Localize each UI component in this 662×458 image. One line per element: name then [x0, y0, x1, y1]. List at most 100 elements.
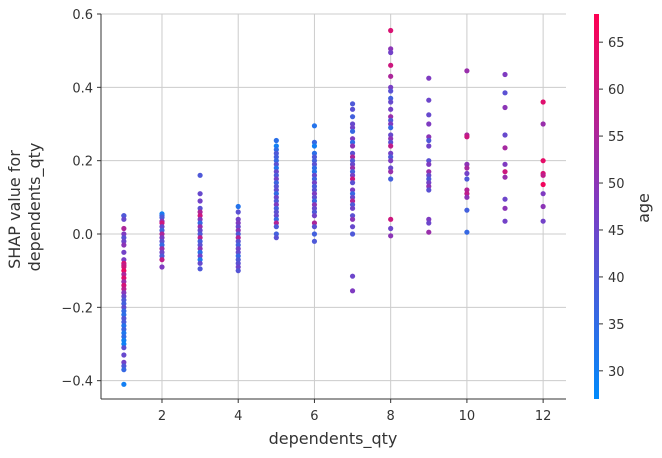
data-point: [235, 246, 241, 252]
data-point: [235, 260, 241, 266]
data-point: [502, 205, 508, 211]
data-point: [349, 161, 356, 167]
data-point: [388, 114, 394, 120]
data-point: [121, 216, 127, 222]
data-point: [464, 229, 470, 235]
data-point: [388, 95, 394, 101]
colorbar-tick-label: 40: [608, 271, 625, 286]
data-point: [426, 229, 432, 235]
data-point: [388, 132, 394, 138]
data-point: [388, 106, 394, 112]
colorbar-tick-label: 65: [608, 36, 625, 51]
data-point: [273, 220, 279, 226]
data-point: [121, 297, 127, 303]
y-tick-label: −0.2: [61, 301, 93, 316]
data-point: [388, 121, 394, 127]
data-point: [426, 187, 432, 193]
data-point: [464, 187, 470, 193]
data-point: [197, 227, 203, 233]
data-point: [121, 345, 127, 351]
x-axis-title: dependents_qty: [269, 429, 398, 449]
data-point: [121, 238, 127, 244]
data-point: [273, 169, 279, 175]
x-tick-label: 8: [387, 409, 395, 424]
data-point: [311, 194, 318, 200]
data-point: [388, 158, 394, 164]
data-point: [273, 224, 279, 230]
data-point: [197, 231, 203, 237]
data-point: [388, 62, 394, 68]
data-point: [273, 137, 279, 144]
data-point: [349, 176, 356, 182]
data-point: [426, 169, 432, 175]
data-point: [464, 170, 470, 177]
data-point: [349, 194, 356, 200]
data-point: [388, 233, 394, 239]
data-point: [349, 180, 356, 186]
data-point: [121, 337, 127, 343]
data-point: [121, 367, 127, 373]
y-tick-label: 0.4: [72, 81, 93, 96]
data-point: [426, 180, 432, 186]
data-point: [159, 224, 165, 230]
data-point: [235, 227, 241, 233]
data-point: [273, 198, 279, 204]
data-point: [426, 134, 432, 140]
data-point: [464, 134, 470, 140]
data-point: [235, 203, 241, 210]
data-point: [311, 158, 318, 164]
data-point: [159, 253, 165, 259]
data-point: [197, 172, 203, 178]
data-point: [235, 257, 241, 263]
data-point: [388, 165, 394, 171]
data-point: [349, 231, 356, 237]
data-point: [197, 260, 203, 266]
data-point: [349, 191, 356, 197]
colorbar-gradient: [594, 14, 599, 399]
data-point: [426, 216, 432, 222]
data-point: [121, 326, 127, 332]
data-point: [121, 315, 127, 321]
data-point: [121, 286, 127, 292]
data-point: [121, 279, 127, 285]
data-point: [311, 165, 318, 171]
data-point: [159, 264, 165, 270]
data-point: [388, 143, 394, 149]
colorbar-tick-label: 55: [608, 130, 625, 145]
data-point: [502, 161, 508, 167]
colorbar-tick-label: 50: [608, 177, 625, 192]
data-point: [540, 172, 546, 178]
data-point: [502, 174, 508, 180]
data-point: [502, 145, 508, 151]
y-tick-label: 0.0: [72, 228, 93, 243]
data-point: [311, 209, 318, 215]
data-point: [349, 150, 356, 156]
data-point: [540, 158, 546, 164]
data-point: [121, 249, 127, 255]
data-point: [540, 203, 546, 210]
data-point: [235, 242, 241, 248]
data-point: [349, 205, 356, 211]
data-point: [121, 363, 127, 369]
data-point: [311, 172, 318, 178]
axes: 2 4 6 8 10 12 −0.4 −0.2 0.0 0.2 0.4 0.6: [61, 8, 566, 424]
data-point: [426, 158, 432, 164]
data-point: [273, 143, 279, 149]
data-point: [121, 381, 127, 387]
data-point: [273, 147, 279, 153]
data-point: [349, 165, 356, 171]
data-point: [273, 165, 279, 171]
data-point: [311, 161, 318, 167]
data-point: [349, 213, 356, 219]
data-point: [349, 224, 356, 230]
colorbar-tick-label: 45: [608, 224, 625, 239]
data-point: [426, 121, 432, 127]
data-point: [388, 150, 394, 156]
data-point: [540, 191, 546, 197]
data-point: [464, 176, 470, 182]
data-point: [311, 154, 318, 160]
data-point: [121, 319, 127, 325]
data-point: [273, 231, 279, 237]
data-point: [311, 198, 318, 204]
data-point: [388, 154, 394, 160]
